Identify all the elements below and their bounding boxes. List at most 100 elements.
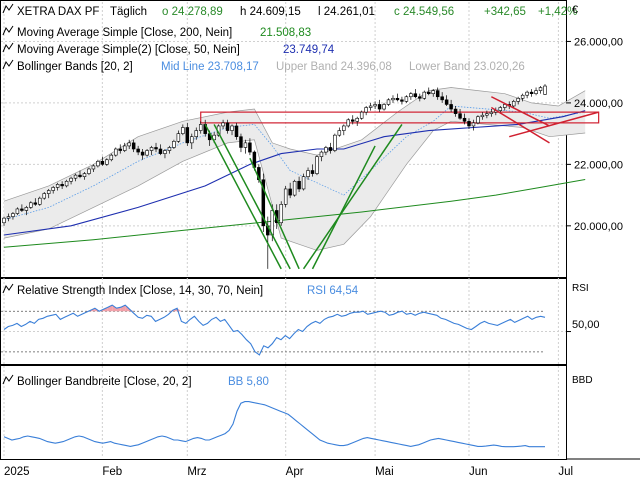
candle bbox=[543, 84, 547, 95]
candle bbox=[73, 173, 78, 182]
bollinger-band-fill bbox=[4, 87, 586, 251]
candle bbox=[185, 122, 190, 146]
rsi-value: RSI 64,54 bbox=[307, 285, 359, 297]
candle bbox=[149, 145, 154, 156]
candle bbox=[20, 204, 24, 212]
candle bbox=[261, 173, 266, 232]
candle bbox=[38, 196, 42, 206]
rsi-tick: 50,00 bbox=[572, 319, 600, 331]
rsi-tag: RSI bbox=[572, 283, 589, 294]
sma50-value: 23.749,74 bbox=[283, 44, 335, 56]
candle bbox=[158, 144, 163, 156]
candle bbox=[359, 110, 364, 120]
bbw-label: Bollinger Bandbreite [Close, 20, 2] bbox=[17, 376, 192, 388]
candle bbox=[431, 89, 435, 97]
line-chart-icon bbox=[2, 283, 14, 294]
candle bbox=[462, 113, 467, 125]
candle bbox=[342, 124, 346, 136]
candle bbox=[221, 119, 225, 130]
candle bbox=[453, 105, 458, 117]
candle bbox=[333, 133, 337, 153]
candle bbox=[467, 118, 471, 130]
trend-line bbox=[491, 96, 550, 127]
candle bbox=[520, 93, 525, 102]
panel-frames bbox=[0, 0, 567, 460]
price-tick-label: 24.000,00 bbox=[574, 98, 623, 110]
candle bbox=[181, 124, 185, 136]
close-value: c 24.549,56 bbox=[394, 6, 454, 18]
candle bbox=[529, 89, 534, 97]
candle bbox=[6, 213, 11, 222]
month-tick-label: Jun bbox=[469, 466, 488, 478]
candle bbox=[449, 99, 453, 113]
candle bbox=[51, 185, 55, 194]
price-series bbox=[2, 84, 600, 270]
trend-line bbox=[490, 106, 550, 144]
bb-upper-value: Upper Band 24.396,08 bbox=[276, 61, 392, 73]
candle bbox=[234, 122, 239, 140]
month-tick-label: Jul bbox=[558, 466, 573, 478]
candle bbox=[172, 139, 176, 149]
rsi-line bbox=[3, 304, 546, 356]
candle bbox=[427, 87, 431, 96]
high-value: h 24.609,15 bbox=[240, 6, 301, 18]
candle bbox=[225, 119, 230, 134]
rsi-label: Relative Strength Index [Close, 14, 30, … bbox=[17, 285, 263, 297]
candle bbox=[409, 92, 413, 100]
candle bbox=[154, 142, 158, 153]
resistance-zone bbox=[200, 111, 600, 124]
candle bbox=[382, 102, 386, 111]
price-tick-label: 20.000,00 bbox=[574, 221, 623, 233]
candle bbox=[145, 149, 149, 157]
bbw-line bbox=[3, 401, 545, 448]
candle bbox=[11, 212, 15, 220]
candle bbox=[24, 205, 29, 216]
bbw-legend: Bollinger Bandbreite [Close, 20, 2] BB 5… bbox=[2, 374, 593, 388]
candle bbox=[404, 95, 409, 103]
bbw-tag: BBD bbox=[572, 375, 593, 386]
bollinger-mid-line bbox=[3, 105, 586, 221]
candle bbox=[440, 92, 444, 103]
candle bbox=[516, 96, 520, 105]
instrument-title: XETRA DAX PF bbox=[17, 6, 99, 18]
candle bbox=[140, 149, 145, 160]
candle bbox=[46, 188, 51, 199]
candle bbox=[511, 99, 516, 108]
candle bbox=[283, 185, 288, 208]
candle bbox=[60, 181, 64, 189]
bb-mid-value: Mid Line 23.708,17 bbox=[161, 61, 259, 73]
price-legend: Moving Average Simple [Close, 200, Nein]… bbox=[2, 25, 525, 73]
candle bbox=[444, 95, 449, 106]
trend-line bbox=[302, 123, 403, 270]
candle bbox=[373, 101, 377, 110]
change-pct-value: +1,42% bbox=[538, 6, 577, 18]
bbw-panel-frame bbox=[0, 365, 567, 460]
price-panel-frame bbox=[0, 0, 567, 278]
candle bbox=[458, 109, 462, 120]
candle bbox=[391, 95, 395, 103]
sma200-line bbox=[3, 179, 586, 248]
candle bbox=[127, 139, 131, 149]
candle bbox=[91, 164, 96, 173]
trend-line bbox=[249, 157, 300, 270]
month-tick-label: Mai bbox=[375, 466, 394, 478]
candle bbox=[163, 149, 167, 159]
change-value: +342,65 bbox=[484, 6, 526, 18]
candle bbox=[337, 127, 342, 137]
sma200-value: 21.508,83 bbox=[260, 27, 311, 39]
candle bbox=[413, 89, 418, 99]
bollinger-upper-line bbox=[3, 87, 586, 202]
candle bbox=[29, 201, 33, 209]
candle bbox=[288, 182, 292, 199]
bbw-series bbox=[3, 401, 545, 448]
candle bbox=[248, 138, 252, 156]
header-row: XETRA DAX PF Täglich o 24.278,89 h 24.60… bbox=[2, 3, 577, 18]
month-tick-label: Apr bbox=[286, 466, 304, 478]
month-tick-label: 2025 bbox=[4, 466, 30, 478]
candle bbox=[324, 145, 328, 156]
rsi-series bbox=[1, 304, 546, 356]
candle bbox=[364, 105, 368, 116]
candle bbox=[422, 90, 427, 100]
candle bbox=[319, 150, 324, 162]
